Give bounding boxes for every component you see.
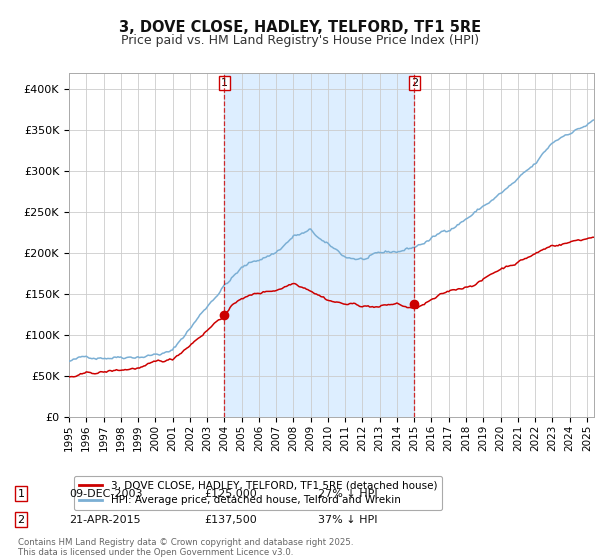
Text: Price paid vs. HM Land Registry's House Price Index (HPI): Price paid vs. HM Land Registry's House … bbox=[121, 34, 479, 46]
Text: £137,500: £137,500 bbox=[204, 515, 257, 525]
Text: Contains HM Land Registry data © Crown copyright and database right 2025.
This d: Contains HM Land Registry data © Crown c… bbox=[18, 538, 353, 557]
Legend: 3, DOVE CLOSE, HADLEY, TELFORD, TF1 5RE (detached house), HPI: Average price, de: 3, DOVE CLOSE, HADLEY, TELFORD, TF1 5RE … bbox=[74, 476, 442, 510]
Text: 2: 2 bbox=[17, 515, 25, 525]
Text: £125,000: £125,000 bbox=[204, 489, 257, 499]
Text: 37% ↓ HPI: 37% ↓ HPI bbox=[318, 515, 377, 525]
Text: 1: 1 bbox=[17, 489, 25, 499]
Text: 09-DEC-2003: 09-DEC-2003 bbox=[69, 489, 143, 499]
Text: 1: 1 bbox=[221, 78, 228, 88]
Bar bbox=[224, 73, 414, 417]
Text: 3, DOVE CLOSE, HADLEY, TELFORD, TF1 5RE: 3, DOVE CLOSE, HADLEY, TELFORD, TF1 5RE bbox=[119, 20, 481, 35]
Text: 21-APR-2015: 21-APR-2015 bbox=[69, 515, 140, 525]
Text: 27% ↓ HPI: 27% ↓ HPI bbox=[318, 489, 377, 499]
Text: 2: 2 bbox=[410, 78, 418, 88]
